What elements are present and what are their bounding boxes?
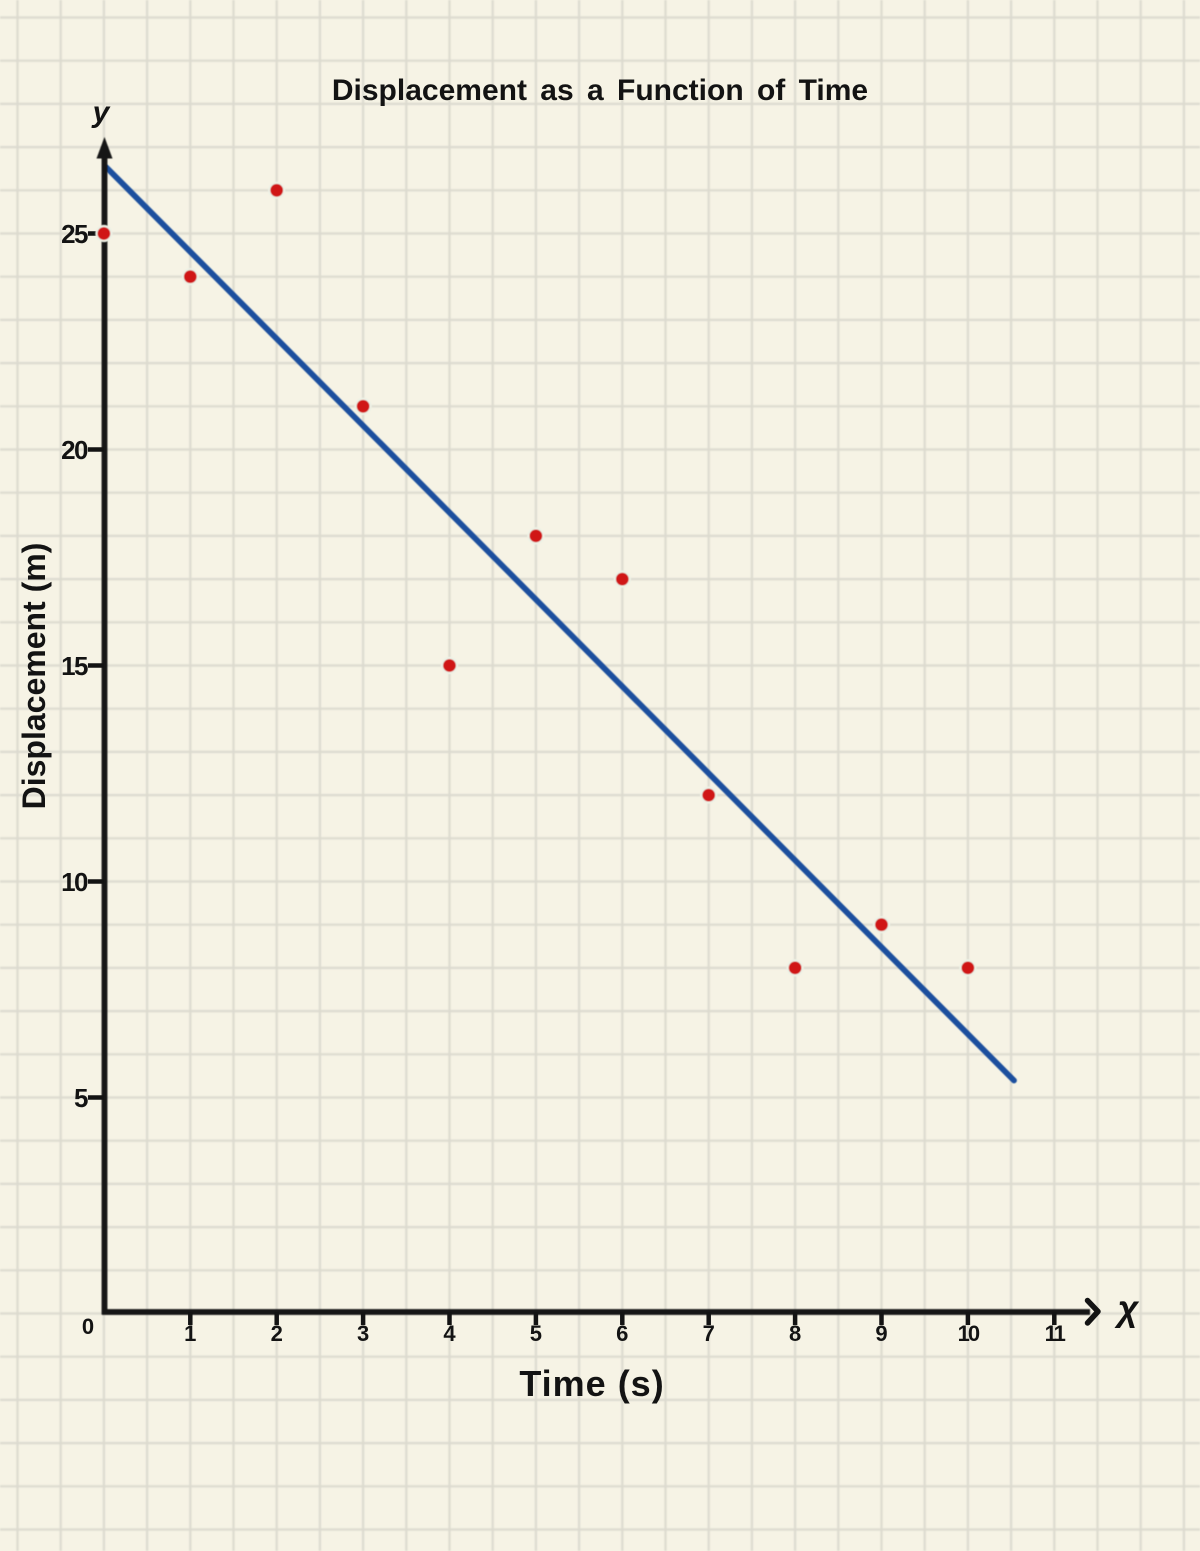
svg-text:25: 25 — [61, 219, 88, 249]
svg-text:6: 6 — [616, 1321, 628, 1346]
svg-text:Displacement (m): Displacement (m) — [16, 543, 52, 810]
svg-text:5: 5 — [74, 1083, 88, 1113]
svg-text:11: 11 — [1045, 1321, 1066, 1346]
svg-text:Displacement as a Function of: Displacement as a Function of Time — [332, 74, 868, 107]
svg-text:7: 7 — [703, 1321, 715, 1346]
svg-text:10: 10 — [61, 867, 88, 897]
svg-text:3: 3 — [357, 1321, 369, 1346]
svg-text:9: 9 — [875, 1321, 887, 1346]
svg-text:5: 5 — [530, 1321, 542, 1346]
svg-text:4: 4 — [443, 1321, 456, 1346]
svg-text:Time (s): Time (s) — [519, 1363, 664, 1404]
svg-text:15: 15 — [61, 651, 88, 681]
svg-text:20: 20 — [61, 435, 88, 465]
svg-text:y: y — [91, 96, 111, 129]
svg-text:10: 10 — [958, 1321, 980, 1346]
svg-text:2: 2 — [271, 1321, 283, 1346]
svg-text:8: 8 — [789, 1321, 801, 1346]
svg-text:1: 1 — [184, 1321, 196, 1346]
svg-text:χ: χ — [1114, 1288, 1140, 1329]
svg-text:0: 0 — [82, 1314, 94, 1339]
